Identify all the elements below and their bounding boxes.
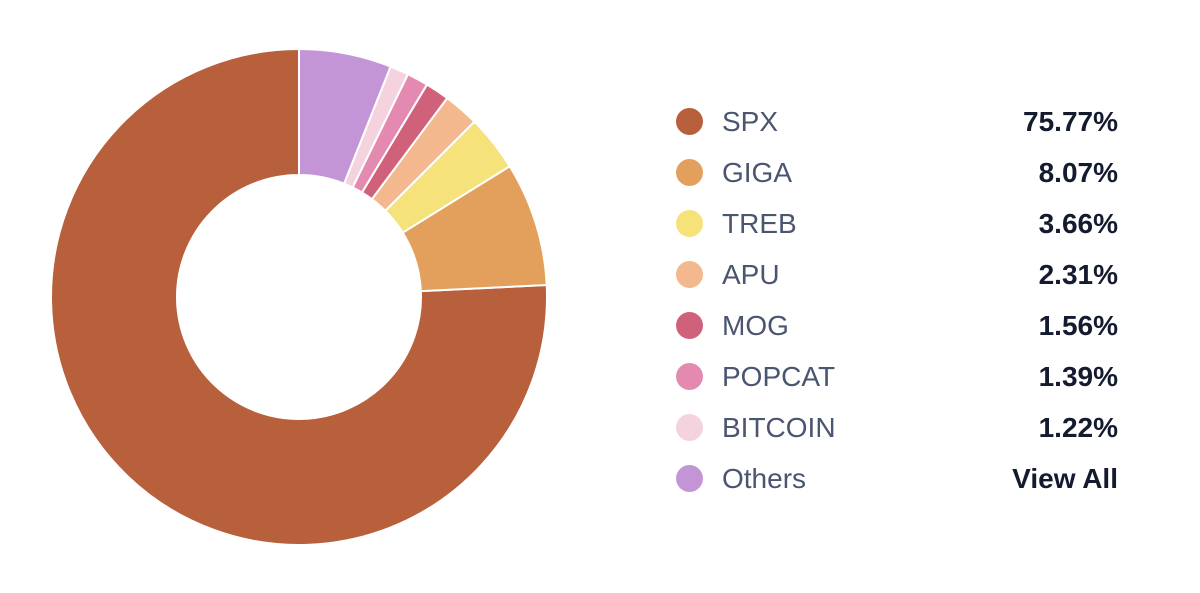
legend-swatch: [676, 159, 703, 186]
legend-value: 8.07%: [1038, 157, 1118, 188]
legend-item-others: Others View All: [676, 453, 1120, 504]
legend-value: 1.39%: [1038, 361, 1118, 392]
legend-swatch: [676, 210, 703, 237]
legend-swatch: [676, 108, 703, 135]
legend-item-spx: SPX 75.77%: [676, 96, 1120, 147]
slice-others[interactable]: [298, 48, 392, 185]
legend-label: Others: [722, 463, 807, 494]
donut-chart: [50, 48, 548, 546]
legend-label: BITCOIN: [722, 412, 836, 443]
legend-item-popcat: POPCAT 1.39%: [676, 351, 1120, 402]
legend-item-bitcoin: BITCOIN 1.22%: [676, 402, 1120, 453]
legend-label: POPCAT: [722, 361, 836, 392]
legend-swatch: [676, 465, 703, 492]
legend-label: APU: [722, 259, 780, 290]
legend-value: 1.56%: [1038, 310, 1118, 341]
legend-label: TREB: [722, 208, 797, 239]
legend-value: 1.22%: [1038, 412, 1118, 443]
legend-swatch: [676, 414, 703, 441]
legend-label: SPX: [722, 106, 779, 137]
legend-value: 75.77%: [1023, 106, 1118, 137]
legend-item-treb: TREB 3.66%: [676, 198, 1120, 249]
legend-item-mog: MOG 1.56%: [676, 300, 1120, 351]
legend-label: GIGA: [722, 157, 793, 188]
legend-swatch: [676, 261, 703, 288]
legend-value: 3.66%: [1038, 208, 1118, 239]
legend-item-apu: APU 2.31%: [676, 249, 1120, 300]
chart-legend: SPX 75.77% GIGA 8.07% TREB 3.66% APU 2.31% MOG 1.…: [676, 96, 1120, 504]
legend-swatch: [676, 363, 703, 390]
legend-swatch: [676, 312, 703, 339]
legend-value: 2.31%: [1038, 259, 1118, 290]
legend-label: MOG: [722, 310, 789, 341]
view-all-link[interactable]: View All: [1012, 463, 1118, 494]
slice-spx[interactable]: [50, 48, 548, 546]
legend-item-giga: GIGA 8.07%: [676, 147, 1120, 198]
